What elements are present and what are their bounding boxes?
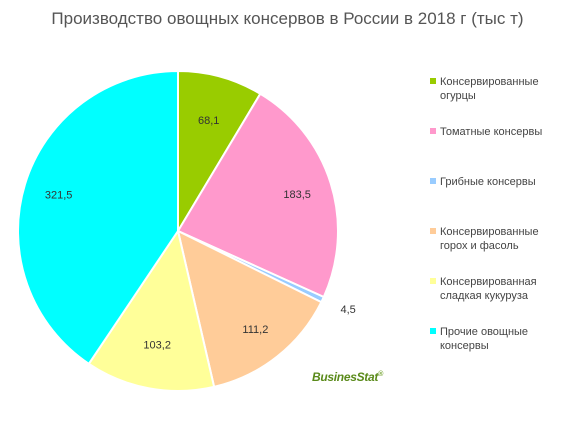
data-label: 111,2	[242, 324, 268, 336]
brand-logo: BusinesStat®	[312, 370, 383, 384]
legend-label: Консервированная сладкая кукуруза	[440, 276, 537, 302]
pie-slice	[177, 69, 262, 235]
data-label: 103,2	[143, 339, 171, 351]
data-label: 321,5	[45, 190, 73, 202]
pie-slice	[87, 228, 216, 392]
legend-label: Консервированные горох и фасоль	[440, 226, 539, 252]
data-label: 68,1	[198, 115, 219, 127]
legend-swatch	[430, 278, 436, 284]
legend-label: Прочие овощные консервы	[440, 326, 529, 352]
chart-title: Производство овощных консервов в России …	[51, 9, 524, 28]
legend-swatch	[430, 228, 436, 234]
pie-slice	[16, 69, 179, 366]
legend-swatch	[430, 178, 436, 184]
legend-label: Консервированные огурцы	[440, 76, 539, 102]
legend-label: Грибные консервы	[440, 176, 536, 188]
legend-swatch	[430, 128, 436, 134]
data-label: 183,5	[283, 189, 311, 201]
legend-swatch	[430, 328, 436, 334]
pie-slice	[176, 229, 323, 389]
legend-swatch	[430, 78, 436, 84]
data-label: 4,5	[340, 304, 355, 316]
pie-slice	[176, 92, 339, 299]
legend-label: Томатные консервы	[440, 126, 543, 138]
